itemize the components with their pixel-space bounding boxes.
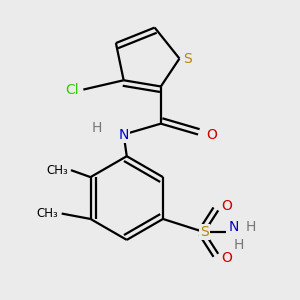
Text: H: H bbox=[92, 121, 102, 135]
Text: S: S bbox=[200, 225, 208, 239]
Text: S: S bbox=[183, 52, 192, 66]
Text: O: O bbox=[221, 199, 232, 213]
Text: O: O bbox=[207, 128, 218, 142]
Text: N: N bbox=[118, 128, 129, 142]
Text: H: H bbox=[234, 238, 244, 251]
Text: CH₃: CH₃ bbox=[37, 207, 58, 220]
Text: H: H bbox=[246, 220, 256, 235]
Text: O: O bbox=[221, 251, 232, 266]
Text: Cl: Cl bbox=[65, 82, 79, 97]
Text: CH₃: CH₃ bbox=[46, 164, 68, 177]
Text: N: N bbox=[229, 220, 239, 235]
